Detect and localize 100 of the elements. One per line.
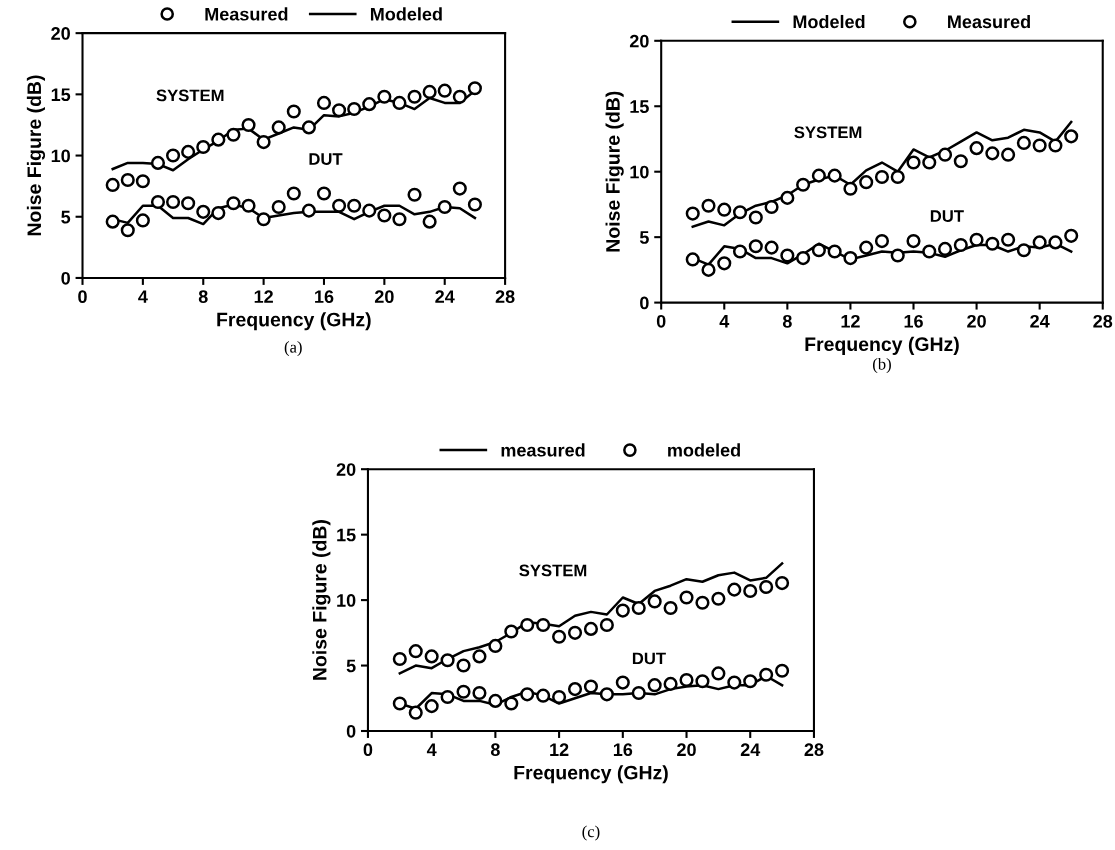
point — [780, 190, 795, 205]
point — [437, 83, 452, 98]
point — [467, 197, 482, 212]
point — [392, 95, 407, 110]
point — [775, 576, 790, 591]
point — [615, 675, 630, 690]
x-axis-title: Frequency (GHz) — [514, 765, 668, 784]
point — [1001, 147, 1016, 162]
text: (c) — [582, 825, 600, 841]
point — [226, 196, 241, 211]
annotation: SYSTEM — [156, 89, 224, 102]
point — [211, 206, 226, 221]
point — [1001, 232, 1016, 247]
x-tick-label: 16 — [613, 743, 633, 757]
point — [440, 689, 455, 705]
point — [985, 146, 1000, 161]
x-tick-label: 16 — [904, 314, 923, 328]
point — [456, 684, 471, 699]
x-tick-label: 12 — [550, 743, 569, 756]
y-tick-label: 10 — [337, 594, 356, 607]
y-tick-label: 15 — [337, 528, 356, 542]
point — [732, 244, 748, 259]
point — [316, 95, 332, 110]
point — [422, 84, 437, 99]
point — [226, 127, 241, 142]
point — [316, 186, 332, 201]
point — [377, 89, 392, 104]
point — [1064, 228, 1079, 243]
point — [392, 696, 407, 711]
point — [985, 236, 1000, 251]
point — [695, 674, 710, 689]
x-tick-label: 0 — [656, 314, 666, 328]
point — [488, 638, 503, 653]
x-tick-label: 4 — [138, 290, 148, 303]
point — [536, 688, 551, 703]
point — [472, 685, 487, 701]
point — [567, 625, 583, 640]
y-axis-title: Noise Figure (dB) — [312, 520, 331, 680]
point — [953, 237, 968, 253]
point — [488, 693, 503, 708]
point — [859, 175, 874, 190]
x-tick-label: 20 — [967, 314, 986, 328]
point — [780, 248, 795, 263]
annotation: SYSTEM — [794, 126, 862, 139]
x-tick-label: 24 — [740, 743, 761, 756]
x-tick-label: 28 — [1093, 314, 1113, 328]
point — [424, 649, 439, 664]
legend-label: measured — [501, 443, 585, 457]
x-tick-label: 0 — [363, 743, 373, 757]
point — [377, 208, 392, 223]
point — [969, 141, 984, 156]
point — [135, 174, 150, 189]
point — [701, 198, 716, 213]
point — [1048, 235, 1063, 250]
point — [679, 590, 694, 605]
point — [256, 135, 271, 150]
point — [748, 239, 763, 254]
x-tick-label: 8 — [198, 290, 208, 304]
x-tick-label: 20 — [677, 743, 696, 757]
point — [1064, 129, 1079, 144]
text: (b) — [872, 357, 891, 374]
point — [811, 243, 826, 258]
point — [440, 653, 455, 668]
point — [796, 177, 811, 192]
x-tick-label: 0 — [78, 290, 87, 304]
text: (a) — [284, 340, 302, 357]
point — [843, 251, 858, 266]
point — [583, 679, 599, 694]
point — [362, 97, 377, 112]
point — [211, 132, 226, 147]
point — [105, 214, 120, 229]
x-tick-label: 4 — [426, 743, 437, 756]
legend-label: modeled — [668, 443, 740, 457]
point — [679, 672, 694, 688]
x-axis-title: Frequency (GHz) — [805, 336, 959, 355]
y-tick-label: 20 — [336, 463, 356, 476]
legend-label: Modeled — [793, 14, 865, 29]
point — [727, 675, 742, 690]
point — [874, 169, 890, 184]
y-tick-label: 20 — [51, 27, 70, 40]
x-tick-label: 8 — [490, 743, 500, 757]
point — [701, 262, 716, 277]
point — [552, 689, 567, 705]
x-tick-label: 28 — [804, 743, 824, 757]
point — [922, 155, 937, 170]
point — [520, 617, 535, 633]
point — [647, 594, 662, 609]
point — [392, 212, 407, 227]
point — [743, 583, 758, 598]
point — [953, 154, 968, 169]
point — [135, 213, 150, 228]
point — [392, 651, 407, 667]
point — [347, 198, 362, 213]
line-series — [398, 562, 784, 675]
point — [437, 199, 452, 215]
point — [937, 241, 953, 256]
point — [256, 212, 271, 227]
point — [859, 240, 874, 255]
point — [711, 591, 726, 606]
point — [467, 81, 482, 96]
